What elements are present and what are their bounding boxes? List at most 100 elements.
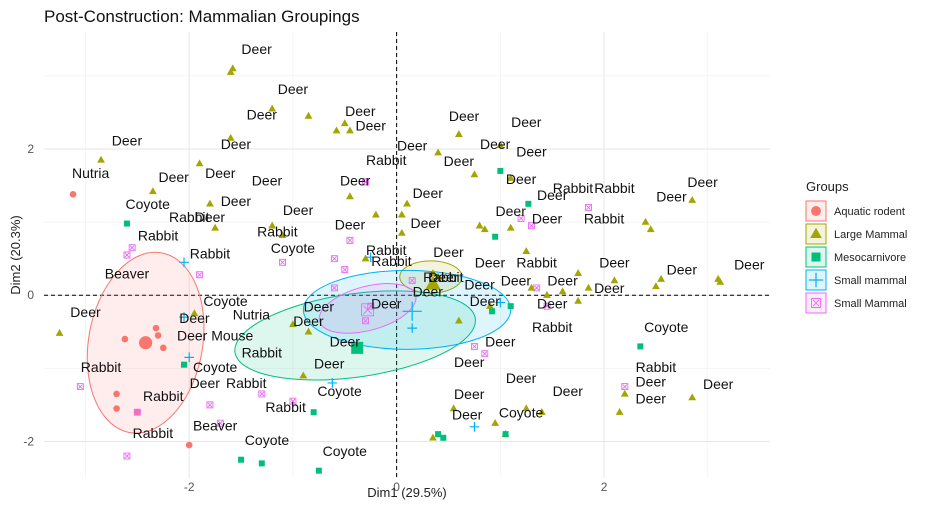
data-point (332, 126, 341, 134)
point-label: Coyote (271, 240, 316, 256)
legend-title: Groups (806, 179, 849, 194)
point-label: Deer (252, 173, 283, 189)
data-point (502, 431, 509, 438)
point-label: Rabbit (81, 359, 122, 375)
data-point (179, 312, 189, 322)
legend-label: Mesocarnivore (834, 252, 906, 264)
legend-label: Aquatic rodent (834, 206, 905, 218)
data-point (489, 308, 496, 315)
data-point (454, 316, 463, 324)
data-point (470, 170, 479, 178)
data-point (289, 320, 297, 328)
data-point (495, 297, 506, 308)
data-point (365, 252, 376, 262)
data-point (268, 104, 277, 112)
point-label: Beaver (105, 265, 150, 281)
point-label: Deer (449, 108, 480, 124)
data-point (480, 225, 489, 233)
data-point (584, 283, 593, 291)
point-label: Deer (247, 107, 278, 123)
point-label: Rabbit (366, 152, 407, 168)
point-label: Deer Mouse (177, 328, 253, 344)
data-point (179, 257, 189, 268)
point-label: Rabbit (584, 211, 625, 227)
legend-label: Small Mammal (834, 298, 907, 310)
data-point (123, 220, 130, 227)
point-label: Deer (158, 169, 189, 185)
point-label: Deer (304, 298, 335, 314)
point-label: Deer (293, 313, 324, 329)
point-label: Deer (532, 211, 563, 227)
point-label: Rabbit (133, 425, 174, 441)
point-label: Deer (454, 386, 485, 402)
data-point (507, 303, 514, 310)
data-point (486, 301, 494, 309)
point-label: Deer (496, 203, 527, 219)
data-point (258, 460, 265, 467)
data-point (128, 244, 136, 252)
data-point (238, 456, 245, 463)
legend-marker (808, 272, 824, 288)
point-label: Coyote (203, 293, 248, 309)
point-label: Coyote (193, 359, 238, 375)
data-point (491, 418, 500, 426)
data-point (181, 361, 188, 368)
y-axis-label: Dim2 (20.3%) (8, 215, 23, 294)
point-label: Deer (444, 153, 475, 169)
point-label: Deer (205, 165, 236, 181)
legend-marker (811, 206, 821, 216)
point-label: Deer (335, 216, 366, 232)
confidence-ellipse (302, 269, 512, 350)
group-centroid (361, 303, 375, 317)
point-label: Deer (413, 284, 444, 300)
data-point (652, 282, 660, 290)
data-point (585, 204, 592, 211)
data-point (226, 133, 235, 141)
point-label: Rabbit (265, 399, 306, 415)
data-point (657, 274, 665, 282)
point-label: Deer (179, 310, 210, 326)
point-label: Deer (195, 209, 226, 225)
data-point (304, 111, 313, 119)
data-point (278, 231, 287, 238)
legend-marker (811, 252, 821, 262)
data-point (543, 302, 551, 310)
point-label: Coyote (499, 404, 544, 420)
data-point (481, 350, 489, 358)
point-label: Rabbit (594, 180, 635, 196)
y-tick-label: -2 (23, 434, 34, 448)
data-point (641, 217, 650, 225)
data-point (688, 195, 697, 203)
data-point (121, 335, 129, 343)
point-label: Deer (547, 273, 578, 289)
data-point (506, 223, 515, 231)
data-point (397, 210, 406, 218)
data-point (574, 296, 583, 304)
point-label: Rabbit (169, 209, 210, 225)
x-axis-label: Dim1 (29.5%) (367, 485, 446, 500)
data-point (506, 174, 515, 181)
point-label: Coyote (317, 383, 362, 399)
point-label: Deer (480, 136, 511, 152)
data-point (371, 210, 380, 218)
data-point (434, 148, 443, 156)
data-point (315, 467, 322, 474)
point-label: Deer (356, 118, 387, 134)
group-centroid (139, 336, 153, 350)
point-label: Deer (636, 374, 667, 390)
point-label: Nutria (72, 165, 110, 181)
data-point (610, 276, 619, 284)
point-label: Rabbit (636, 359, 677, 375)
data-point (497, 167, 504, 174)
x-tick-label: 2 (601, 480, 608, 494)
data-point (454, 130, 463, 138)
data-point (76, 383, 84, 391)
data-point (716, 277, 725, 285)
data-point (330, 255, 338, 263)
point-label: Rabbit (190, 246, 231, 262)
data-point (113, 405, 120, 412)
legend: Groups Aquatic rodent Large Mammal Mesocarn… (805, 179, 907, 314)
point-label: Deer (470, 293, 501, 309)
data-point (429, 433, 437, 441)
